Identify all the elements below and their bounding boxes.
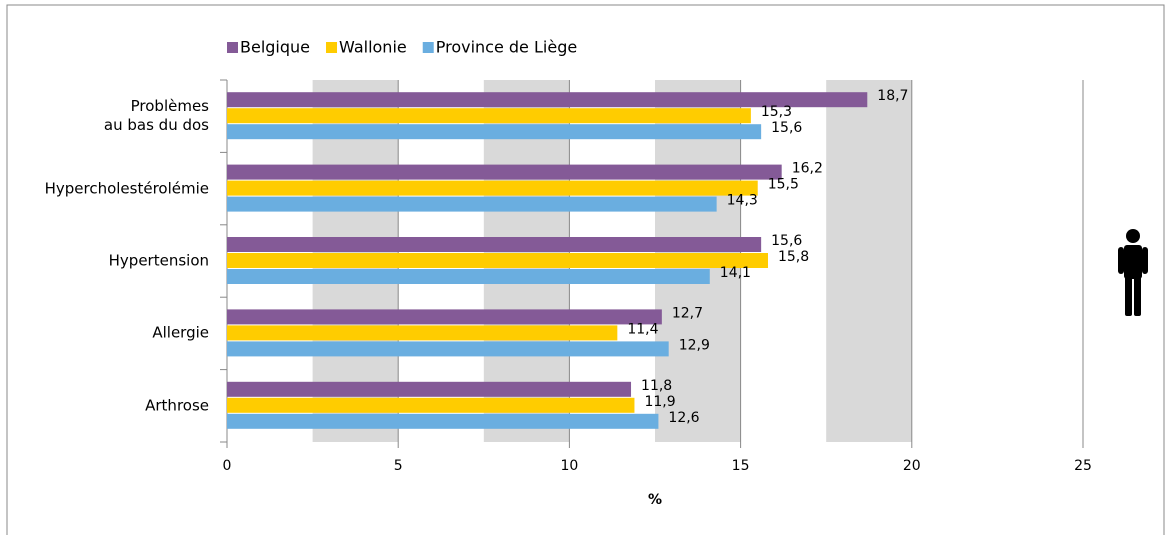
- legend-swatch: [422, 42, 434, 53]
- x-tick-label: 20: [903, 458, 921, 474]
- frame: [6, 4, 1165, 535]
- bar: [227, 237, 762, 252]
- bar: [227, 269, 710, 284]
- data-label: 15,3: [761, 104, 792, 120]
- data-label: 15,8: [778, 249, 809, 265]
- bar: [227, 92, 868, 108]
- data-label: 15,6: [771, 233, 802, 249]
- data-label: 14,1: [720, 265, 751, 281]
- person-icon: [1118, 229, 1148, 316]
- x-tick-label: 25: [1074, 458, 1092, 474]
- bar: [227, 309, 662, 325]
- y-tick-label: Arthrose: [145, 396, 209, 415]
- bar: [227, 164, 782, 180]
- legend-label: Belgique: [240, 38, 310, 57]
- x-tick-label: 15: [732, 458, 750, 474]
- data-label: 12,7: [672, 305, 703, 321]
- bar: [227, 413, 659, 429]
- data-label: 15,6: [771, 120, 802, 136]
- legend-label: Province de Liège: [436, 38, 577, 57]
- bar: [227, 341, 669, 357]
- y-tick-label: Problèmes au bas du dos: [103, 97, 209, 135]
- bar: [227, 196, 717, 212]
- data-label: 12,9: [679, 337, 710, 353]
- x-tick-label: 0: [223, 458, 232, 474]
- y-tick-label: Hypertension: [108, 251, 209, 270]
- data-label: 18,7: [877, 88, 908, 104]
- stripe: [826, 80, 912, 442]
- x-tick-label: 5: [394, 458, 403, 474]
- data-label: 12,6: [668, 410, 699, 426]
- bar: [227, 124, 762, 140]
- x-tick-label: 10: [560, 458, 578, 474]
- data-label: 16,2: [792, 161, 823, 177]
- data-label: 14,3: [727, 193, 758, 209]
- y-tick-label: Allergie: [152, 323, 209, 342]
- data-label: 11,9: [644, 394, 675, 410]
- legend-label: Wallonie: [339, 38, 407, 57]
- legend-swatch: [227, 42, 238, 53]
- x-axis-label: %: [648, 492, 662, 508]
- y-tick-label: Hypercholestérolémie: [44, 179, 209, 198]
- bar: [227, 397, 635, 413]
- data-label: 11,4: [627, 321, 658, 337]
- bar: [227, 325, 618, 341]
- bar: [227, 180, 758, 196]
- data-label: 15,5: [768, 177, 799, 193]
- bar: [227, 381, 632, 397]
- bar: [227, 253, 768, 268]
- legend-swatch: [326, 42, 338, 53]
- data-label: 11,8: [641, 378, 672, 394]
- bar: [227, 108, 751, 124]
